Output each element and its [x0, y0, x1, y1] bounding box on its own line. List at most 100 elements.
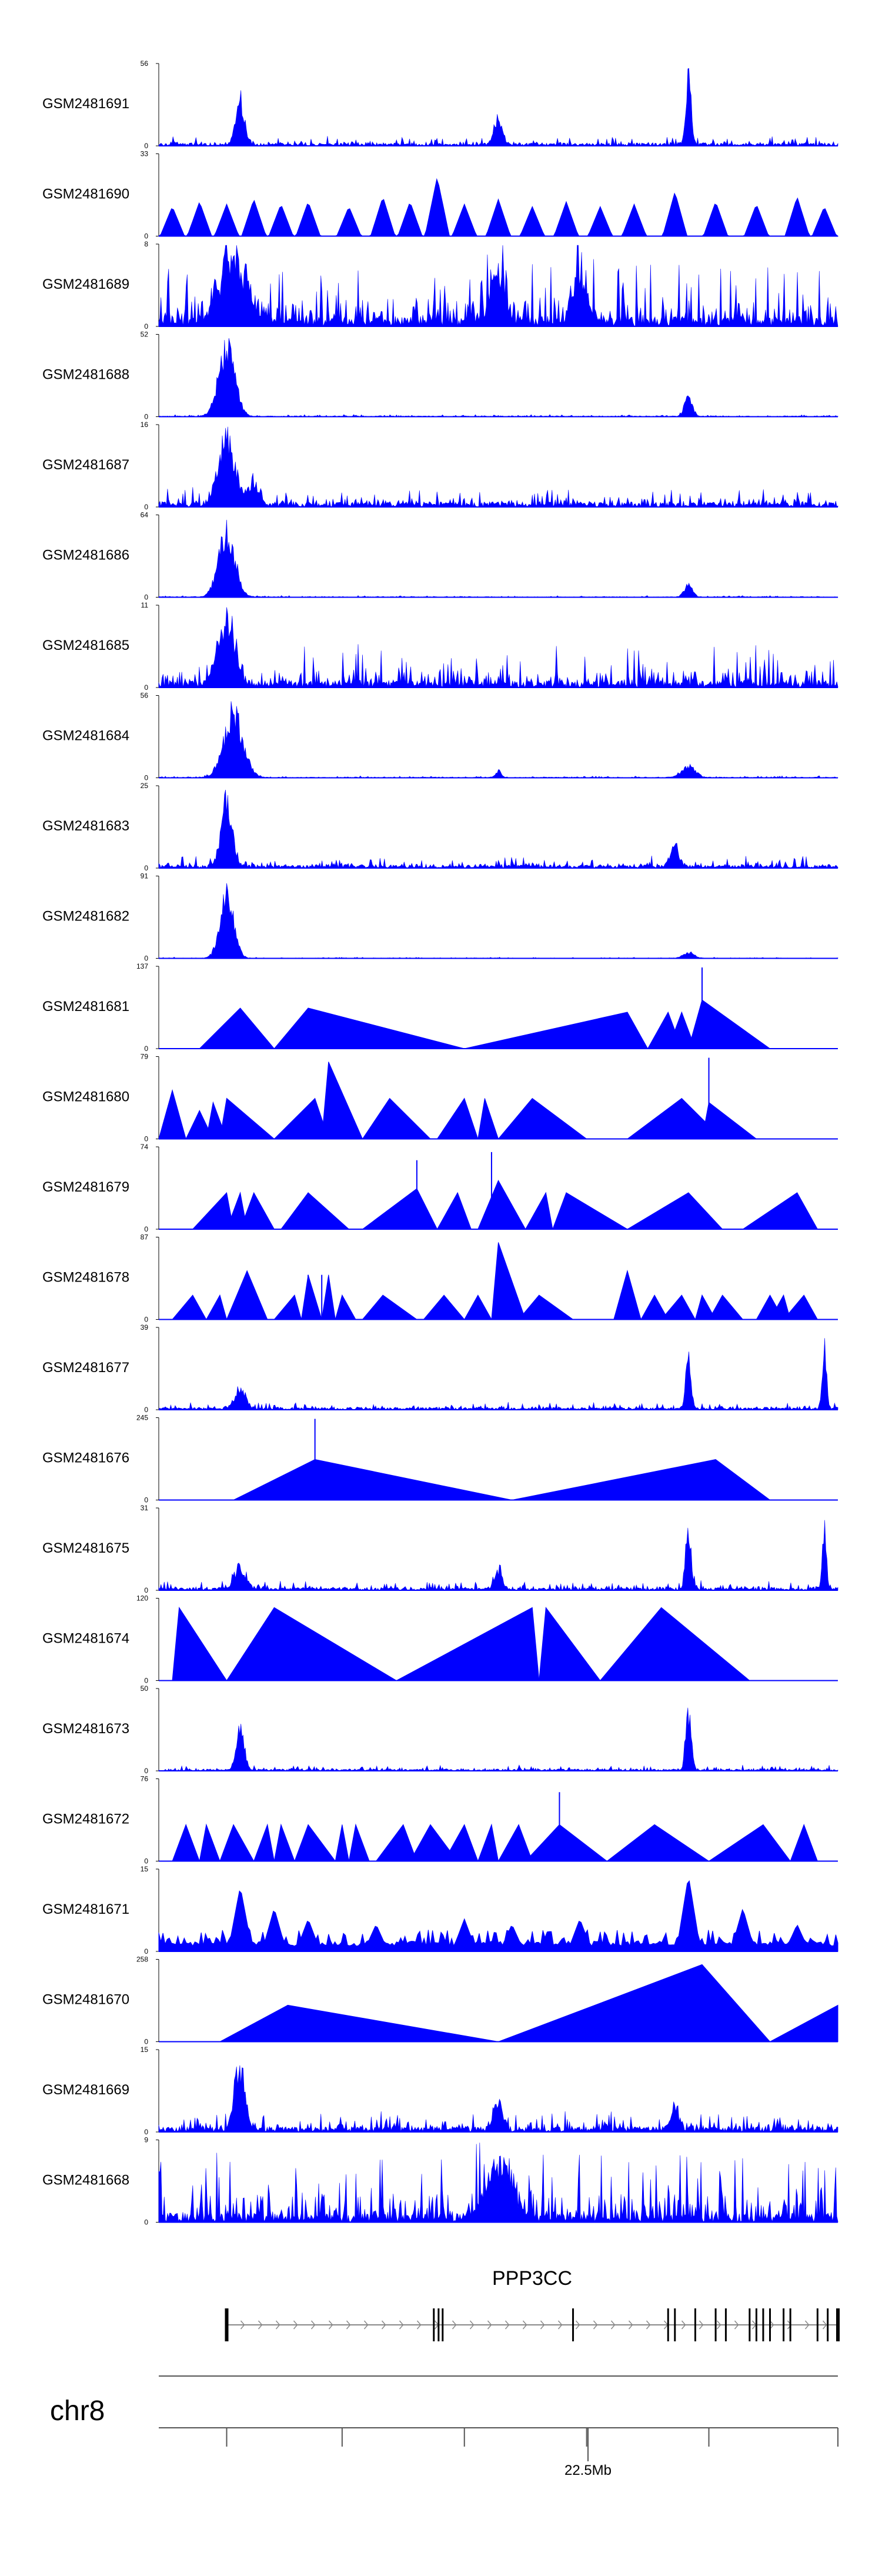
- track-ymax-label: 15: [141, 2046, 149, 2054]
- coverage-peak: [199, 1007, 275, 1049]
- coverage-peak: [626, 1192, 723, 1230]
- track-GSM2481670: GSM2481670 258 0: [42, 1956, 838, 2046]
- chromosome-label: chr8: [50, 2395, 105, 2427]
- track-yzero-label: 0: [144, 1947, 148, 1956]
- track-GSM2481675: GSM2481675 31 0: [42, 1504, 838, 1594]
- track-yzero-label: 0: [144, 1045, 148, 1053]
- track-yzero-label: 0: [144, 2128, 148, 2136]
- track-yzero-label: 0: [144, 322, 148, 331]
- track-label: GSM2481671: [42, 1901, 129, 1917]
- track-yzero-label: 0: [144, 1225, 148, 1233]
- gene-body: [225, 2308, 840, 2341]
- track-label: GSM2481675: [42, 1540, 129, 1556]
- track-label: GSM2481683: [42, 818, 129, 834]
- track-yzero-label: 0: [144, 2038, 148, 2046]
- gene-exon: [762, 2308, 764, 2341]
- gene-strand-arrow: [240, 2320, 245, 2330]
- track-label: GSM2481685: [42, 638, 129, 653]
- gene-strand-arrow: [610, 2320, 616, 2330]
- track-label: GSM2481673: [42, 1721, 129, 1737]
- gene-strand-arrow: [258, 2320, 263, 2330]
- coverage-peak: [375, 1824, 417, 1861]
- coverage-peak: [219, 2004, 499, 2042]
- track-label: GSM2481680: [42, 1089, 129, 1105]
- coverage-peak: [497, 1097, 588, 1139]
- track-label: GSM2481670: [42, 1992, 129, 2008]
- track-GSM2481669: GSM2481669 15 0: [42, 2046, 838, 2136]
- track-label: GSM2481678: [42, 1270, 129, 1286]
- coverage-peak: [477, 1098, 499, 1139]
- gene-strand-arrow: [275, 2320, 280, 2330]
- track-label: GSM2481677: [42, 1360, 129, 1376]
- track-GSM2481679: GSM2481679 74 0: [42, 1143, 838, 1233]
- track-label: GSM2481679: [42, 1179, 129, 1195]
- track-GSM2481682: GSM2481682 91 0: [42, 872, 838, 963]
- track-label: GSM2481674: [42, 1631, 129, 1647]
- track-GSM2481671: GSM2481671 15 0: [42, 1865, 838, 1956]
- track-GSM2481680: GSM2481680 79 0: [42, 1053, 838, 1143]
- track-yzero-label: 0: [144, 1316, 148, 1324]
- track-label: GSM2481687: [42, 457, 129, 473]
- coverage-peak: [660, 1294, 696, 1320]
- track-ymax-label: 50: [141, 1684, 149, 1693]
- coverage-area: [158, 68, 838, 147]
- gene-strand-arrow: [416, 2320, 422, 2330]
- track-ymax-label: 15: [141, 1865, 149, 1873]
- gene-exon: [572, 2308, 574, 2341]
- track-label: GSM2481672: [42, 1811, 129, 1827]
- track-ymax-label: 11: [141, 601, 149, 609]
- track-ymax-label: 8: [144, 240, 148, 248]
- coverage-peak: [199, 1823, 220, 1861]
- gene-exon: [433, 2308, 435, 2341]
- track-GSM2481677: GSM2481677 39 0: [42, 1323, 838, 1414]
- gene-strand-arrow: [381, 2320, 386, 2330]
- track-GSM2481684: GSM2481684 56 0: [42, 692, 838, 782]
- coverage-peak: [708, 1294, 744, 1320]
- coverage-peak: [477, 1823, 499, 1861]
- coverage-area: [158, 1338, 838, 1410]
- track-ymax-label: 245: [136, 1414, 148, 1422]
- coverage-peak: [498, 1964, 771, 2042]
- coverage-area: [158, 2065, 838, 2133]
- track-GSM2481668: GSM2481668 9 0: [42, 2136, 838, 2227]
- track-yzero-label: 0: [144, 1496, 148, 1504]
- coverage-peak: [280, 1192, 350, 1230]
- track-GSM2481676: GSM2481676 245 0: [42, 1414, 838, 1504]
- coverage-peak: [688, 999, 771, 1049]
- coverage-peak: [362, 1097, 432, 1139]
- coverage-peak: [491, 1242, 526, 1320]
- gene-strand-arrow: [822, 2320, 827, 2330]
- gene-exon: [769, 2308, 771, 2341]
- coverage-peak: [640, 1294, 669, 1320]
- track-ymax-label: 31: [141, 1504, 149, 1512]
- track-GSM2481673: GSM2481673 50 0: [42, 1684, 838, 1775]
- coverage-area: [158, 519, 838, 598]
- track-ymax-label: 137: [136, 962, 148, 970]
- track-ymax-label: 120: [136, 1594, 148, 1603]
- coverage-area: [158, 2143, 838, 2223]
- coverage-peak: [335, 1294, 356, 1320]
- coverage-peak: [769, 1294, 791, 1320]
- gene-strand-arrow: [505, 2320, 510, 2330]
- coverage-peak: [219, 1097, 275, 1139]
- coverage-peak: [694, 1294, 716, 1320]
- gene-exon: [442, 2308, 444, 2341]
- gene-strand-arrow: [575, 2320, 580, 2330]
- coverage-peak: [273, 1294, 302, 1320]
- coverage-peak: [613, 1269, 642, 1320]
- coverage-area: [158, 607, 838, 688]
- gene-exon: [714, 2308, 717, 2341]
- track-ymax-label: 56: [141, 692, 149, 700]
- gene-exon: [755, 2308, 757, 2341]
- track-yzero-label: 0: [144, 1406, 148, 1414]
- gene-exon: [816, 2308, 818, 2341]
- gene-strand-arrow: [328, 2320, 333, 2330]
- track-ymax-label: 39: [141, 1323, 149, 1332]
- gene-exon: [724, 2308, 727, 2341]
- track-yzero-label: 0: [144, 413, 148, 421]
- track-ymax-label: 9: [144, 2136, 148, 2144]
- coverage-area: [158, 789, 838, 869]
- coverage-peak: [477, 1180, 526, 1230]
- coverage-area: [158, 338, 838, 418]
